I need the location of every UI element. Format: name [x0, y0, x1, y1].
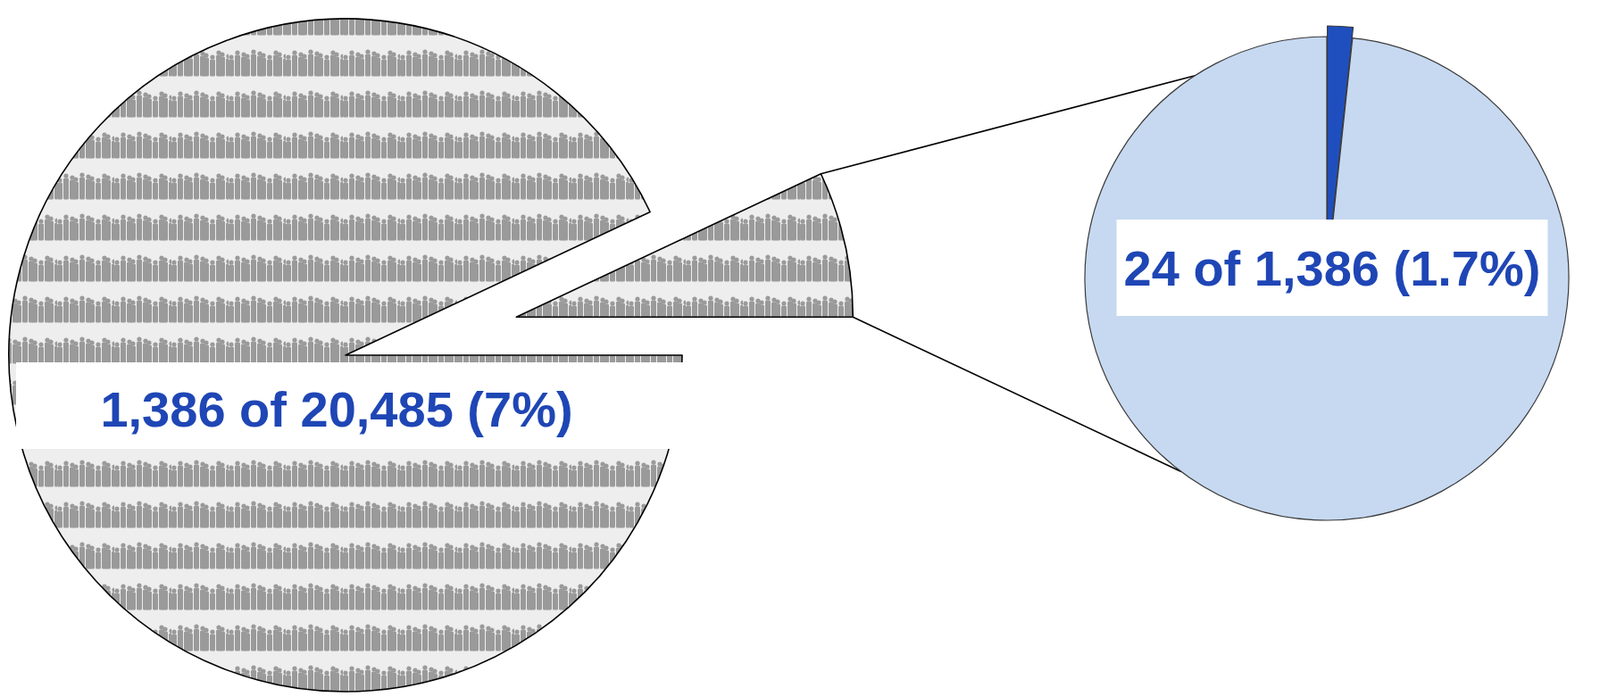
chart-canvas: 1,386 of 20,485 (7%) 24 of 1,386 (1.7%) [0, 0, 1600, 697]
pie-slice [1084, 36, 1569, 521]
label-band [1116, 219, 1549, 317]
label-band [16, 362, 700, 450]
pie-slice [8, 18, 683, 692]
pies [8, 18, 1569, 692]
pie-annotation: 1,386 of 20,485 (7%) [100, 381, 573, 438]
pie-annotation: 24 of 1,386 (1.7%) [1124, 240, 1542, 297]
annotations: 1,386 of 20,485 (7%) 24 of 1,386 (1.7%) [16, 219, 1548, 450]
